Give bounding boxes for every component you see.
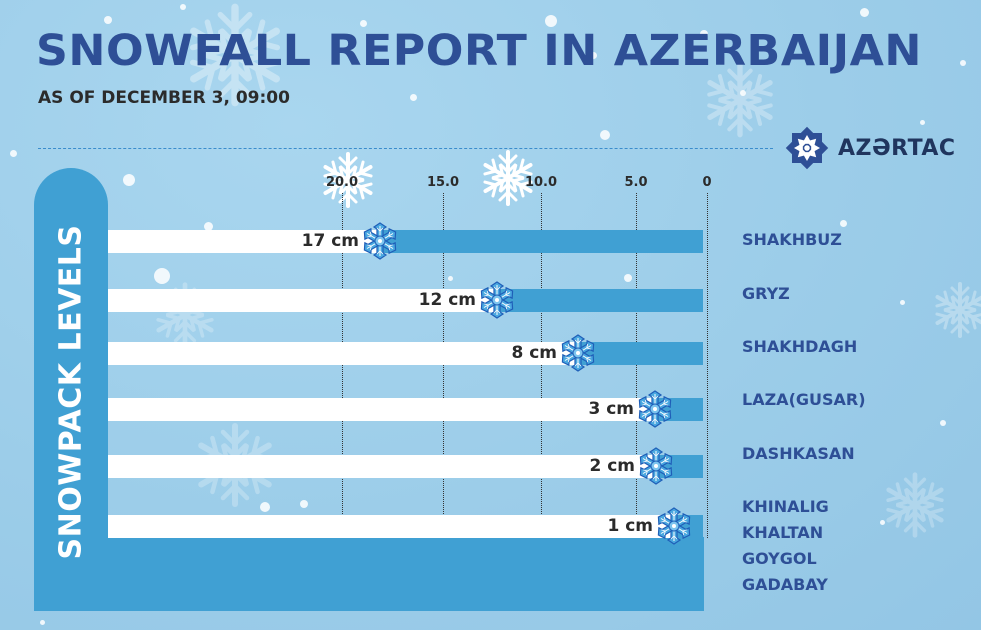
bar-white-fill xyxy=(108,342,578,365)
bar-value-label: 2 cm xyxy=(589,456,635,476)
snow-dot xyxy=(204,222,213,231)
location-label: GOYGOL xyxy=(742,549,817,568)
bar-value-label: 3 cm xyxy=(588,399,634,419)
azertac-star-snowflake-icon xyxy=(785,126,829,170)
snow-dot xyxy=(260,502,270,512)
snow-dot xyxy=(40,620,45,625)
snowflake-marker-icon xyxy=(636,390,674,428)
snowflake-marker-icon xyxy=(655,507,693,545)
background-snowflake-icon xyxy=(189,3,281,107)
gridline xyxy=(636,193,637,538)
snowflake-marker-icon xyxy=(637,447,675,485)
bar-white-fill xyxy=(108,455,656,478)
background-snowflake-icon xyxy=(886,472,944,538)
snowflake-marker-icon xyxy=(559,334,597,372)
header-divider xyxy=(38,148,773,149)
snow-dot xyxy=(545,15,557,27)
subtitle-date: AS OF DECEMBER 3, 09:00 xyxy=(38,88,290,108)
snow-dot xyxy=(410,94,417,101)
bar-row: 1 cm xyxy=(108,507,707,545)
snow-dot xyxy=(180,4,186,10)
snow-dot xyxy=(154,268,170,284)
snow-dot xyxy=(940,420,946,426)
bar-white-fill xyxy=(108,398,655,421)
x-axis-tick-label: 10.0 xyxy=(524,175,558,190)
bar-row: 17 cm xyxy=(108,222,707,260)
bar-white-fill xyxy=(108,515,674,538)
snowflake-marker-icon xyxy=(478,281,516,319)
bar-value-fill xyxy=(497,289,703,312)
bar-row: 3 cm xyxy=(108,390,707,428)
bar-white-fill xyxy=(108,230,380,253)
snow-dot xyxy=(920,120,925,125)
snow-dot xyxy=(600,130,610,140)
snow-dot xyxy=(10,150,17,157)
x-axis-tick-label: 15.0 xyxy=(426,175,460,190)
location-label: LAZA(GUSAR) xyxy=(742,390,866,409)
background-snowflake-icon xyxy=(707,62,773,138)
gridline xyxy=(707,193,708,538)
location-label: KHINALIG xyxy=(742,497,829,516)
bar-white-fill xyxy=(108,289,497,312)
bar-value-label: 12 cm xyxy=(418,290,476,310)
snow-dot xyxy=(448,276,453,281)
snow-dot xyxy=(360,20,367,27)
snow-dot xyxy=(960,60,966,66)
gridline xyxy=(443,193,444,538)
snowflake-marker-icon xyxy=(361,222,399,260)
logo-text: AZƏRTAC xyxy=(838,135,956,161)
x-axis-tick-label: 20.0 xyxy=(325,175,359,190)
snow-dot xyxy=(624,274,632,282)
x-axis-tick-label: 5.0 xyxy=(624,175,648,190)
bar-row: 2 cm xyxy=(108,447,707,485)
bar-value-label: 1 cm xyxy=(607,516,653,536)
bar-value-label: 17 cm xyxy=(301,231,359,251)
location-label: GADABAY xyxy=(742,575,828,594)
snow-dot xyxy=(300,500,308,508)
snow-dot xyxy=(900,300,905,305)
page-title: SNOWFALL REPORT IN AZERBAIJAN xyxy=(36,26,922,76)
snow-dot xyxy=(740,90,746,96)
bar-value-fill xyxy=(380,230,703,253)
bar-row: 8 cm xyxy=(108,334,707,372)
location-label: KHALTAN xyxy=(742,523,824,542)
location-label: GRYZ xyxy=(742,284,790,303)
bar-value-fill xyxy=(578,342,703,365)
location-label: SHAKHDAGH xyxy=(742,337,858,356)
snow-dot xyxy=(104,16,112,24)
snow-dot xyxy=(590,52,597,59)
bar-value-label: 8 cm xyxy=(511,343,557,363)
gridline xyxy=(541,193,542,538)
azertac-logo: AZƏRTAC xyxy=(784,125,956,171)
snow-dot xyxy=(840,220,847,227)
background-snowflake-icon xyxy=(323,152,373,208)
x-axis-tick-label: 0 xyxy=(702,175,712,190)
background-snowflake-icon xyxy=(935,282,981,338)
bar-row: 12 cm xyxy=(108,281,707,319)
snow-dot xyxy=(123,174,135,186)
snow-dot xyxy=(860,8,869,17)
snow-dot xyxy=(880,520,885,525)
snow-dot xyxy=(700,30,708,38)
location-label: DASHKASAN xyxy=(742,444,855,463)
location-label: SHAKHBUZ xyxy=(742,230,842,249)
gridline xyxy=(342,193,343,538)
chart-base-panel xyxy=(34,537,704,611)
y-axis-label: SNOWPACK LEVELS xyxy=(53,224,89,560)
background-snowflake-icon xyxy=(483,150,533,206)
